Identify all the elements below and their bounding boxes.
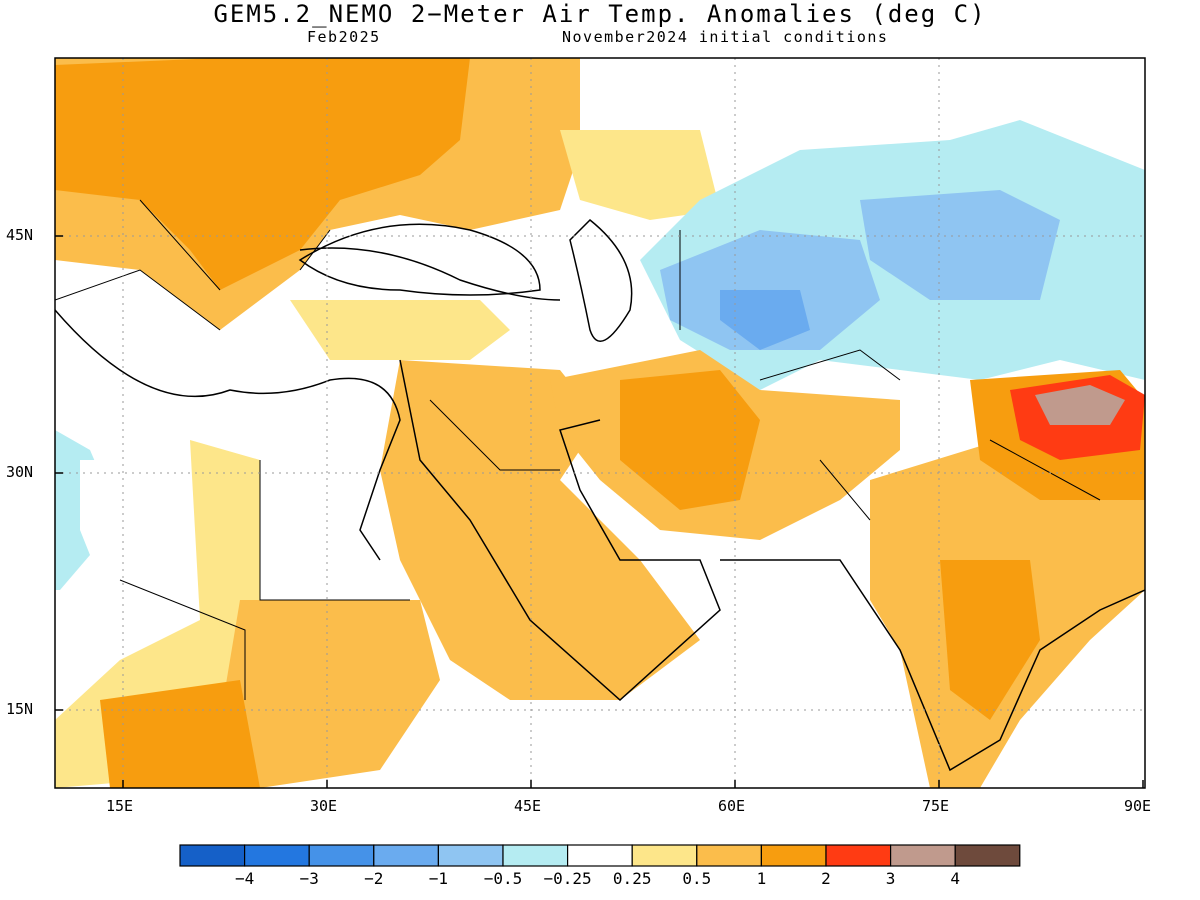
colorbar-swatch — [825, 844, 892, 867]
colorbar-tick-label: 0.5 — [682, 869, 712, 888]
colorbar-tick-label: −4 — [234, 869, 255, 888]
iran-strong-warm — [620, 370, 760, 510]
colorbar-tick-label: −0.25 — [543, 869, 592, 888]
colorbar-tick-label: −2 — [364, 869, 384, 888]
colorbar-tick-label: 4 — [950, 869, 961, 888]
coastline-black-sea — [298, 223, 541, 296]
colorbar-swatch — [244, 844, 310, 867]
turkey-light-warm — [290, 300, 510, 360]
lon-label-45e: 45E — [514, 797, 542, 815]
lat-label-30n: 30N — [6, 463, 34, 481]
coastline-mediterranean — [55, 247, 1145, 772]
lon-label-60e: 60E — [718, 797, 746, 815]
country-borders — [55, 199, 1101, 700]
colorbar-tick-label: 3 — [885, 869, 896, 888]
colorbar-swatch — [502, 844, 569, 867]
forecast-month: Feb2025 — [307, 28, 381, 46]
libya-white — [80, 460, 180, 580]
lat-label-15n: 15N — [6, 700, 34, 718]
lat-label-45n: 45N — [6, 226, 34, 244]
colorbar-swatch — [373, 844, 439, 867]
central-asia-coldest — [720, 290, 810, 350]
tibet-extreme-warm — [1035, 385, 1125, 425]
colorbar-swatch — [954, 844, 1021, 867]
colorbar-swatch — [308, 844, 375, 867]
colorbar-swatch — [437, 844, 504, 867]
colorbar-tick-label: 1 — [756, 869, 767, 888]
lon-label-75e: 75E — [922, 797, 950, 815]
colorbar-swatch — [889, 844, 956, 867]
map-frame — [54, 57, 1146, 789]
india-strong-warm — [940, 560, 1040, 720]
axis-ticks — [55, 235, 1144, 788]
map-title: GEM5.2_NEMO 2−Meter Air Temp. Anomalies … — [213, 0, 987, 28]
coastline-caspian — [569, 218, 633, 342]
colorbar — [179, 844, 1021, 867]
lon-label-90e: 90E — [1124, 797, 1152, 815]
colorbar-tick-label: −0.5 — [483, 869, 523, 888]
colorbar-swatch — [566, 844, 633, 867]
kazakh-light-warm — [560, 130, 720, 220]
colorbar-tick-label: −1 — [428, 869, 449, 888]
colorbar-swatch — [696, 844, 762, 867]
lon-label-30e: 30E — [310, 797, 338, 815]
graticule — [55, 58, 1145, 788]
chad-warm — [100, 680, 260, 788]
initial-conditions-label: November2024 initial conditions — [562, 28, 889, 46]
northeast-cold — [860, 190, 1060, 300]
lon-label-15e: 15E — [106, 797, 134, 815]
colorbar-swatch — [179, 844, 246, 867]
colorbar-swatch — [760, 844, 827, 867]
colorbar-tick-label: 0.25 — [612, 869, 652, 888]
arabia-warm — [380, 360, 700, 700]
europe-strong-warm — [55, 58, 470, 290]
colorbar-tick-label: −3 — [299, 869, 319, 888]
colorbar-swatch — [631, 844, 698, 867]
anomaly-fields — [55, 58, 1145, 788]
colorbar-tick-label: 2 — [821, 869, 831, 888]
sudan-warm — [220, 600, 440, 788]
